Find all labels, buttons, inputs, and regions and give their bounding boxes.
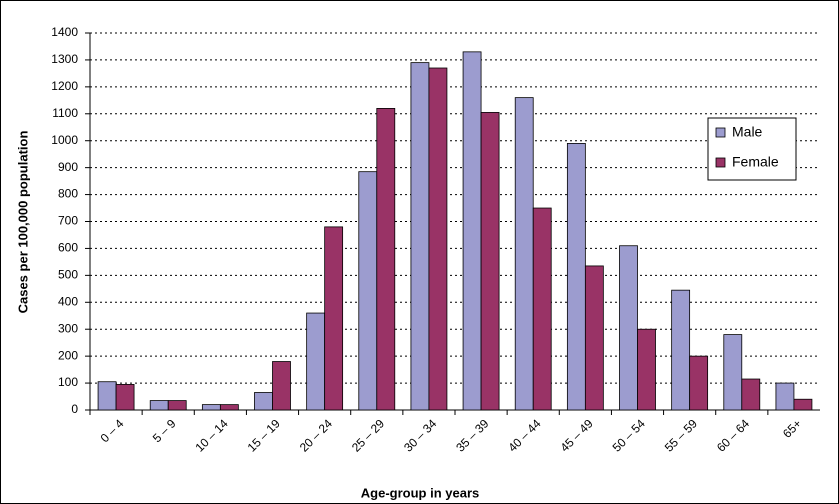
bar [410, 62, 430, 411]
y-tick-label: 1400 [51, 25, 78, 39]
bar [272, 361, 291, 411]
y-tick-label: 700 [58, 214, 78, 228]
bar [775, 382, 795, 411]
y-tick-label: 1100 [52, 106, 78, 120]
bar [324, 226, 344, 411]
y-axis-label: Cases per 100,000 population [15, 131, 30, 314]
bar [480, 112, 500, 411]
bar [619, 245, 638, 411]
legend-swatch [715, 127, 726, 138]
bar [723, 334, 743, 411]
bar [566, 143, 586, 411]
y-tick-label: 400 [58, 294, 78, 308]
bar [428, 67, 448, 411]
bar [358, 171, 378, 411]
y-tick-label: 200 [58, 348, 78, 362]
y-tick-label: 100 [58, 375, 78, 389]
bar [741, 378, 761, 411]
y-tick-label: 500 [58, 268, 78, 282]
y-tick-label: 900 [58, 160, 78, 174]
bar [671, 289, 691, 411]
x-axis-label: Age-group in years [361, 485, 479, 500]
legend-swatch [715, 157, 726, 168]
bar [201, 404, 221, 411]
legend-label: Female [732, 154, 779, 170]
bar [584, 265, 604, 411]
y-tick-label: 600 [58, 241, 78, 255]
bar [254, 392, 273, 411]
bar [219, 404, 239, 411]
y-tick-label: 1200 [51, 79, 78, 93]
bar [376, 108, 396, 411]
bar [306, 312, 326, 411]
bar [532, 207, 552, 411]
y-tick-label: 800 [58, 187, 78, 201]
bar [167, 400, 187, 411]
y-tick-label: 1000 [51, 133, 78, 147]
legend-label: Male [732, 124, 763, 140]
bar [514, 97, 534, 411]
bar [462, 51, 482, 411]
bar [689, 355, 709, 411]
bar [637, 328, 656, 411]
y-tick-label: 1300 [51, 52, 78, 66]
bar [115, 384, 135, 411]
bar [149, 400, 169, 411]
bar [97, 381, 117, 411]
y-tick-label: 300 [58, 321, 78, 335]
bar [793, 398, 813, 411]
y-tick-label: 0 [71, 402, 78, 416]
